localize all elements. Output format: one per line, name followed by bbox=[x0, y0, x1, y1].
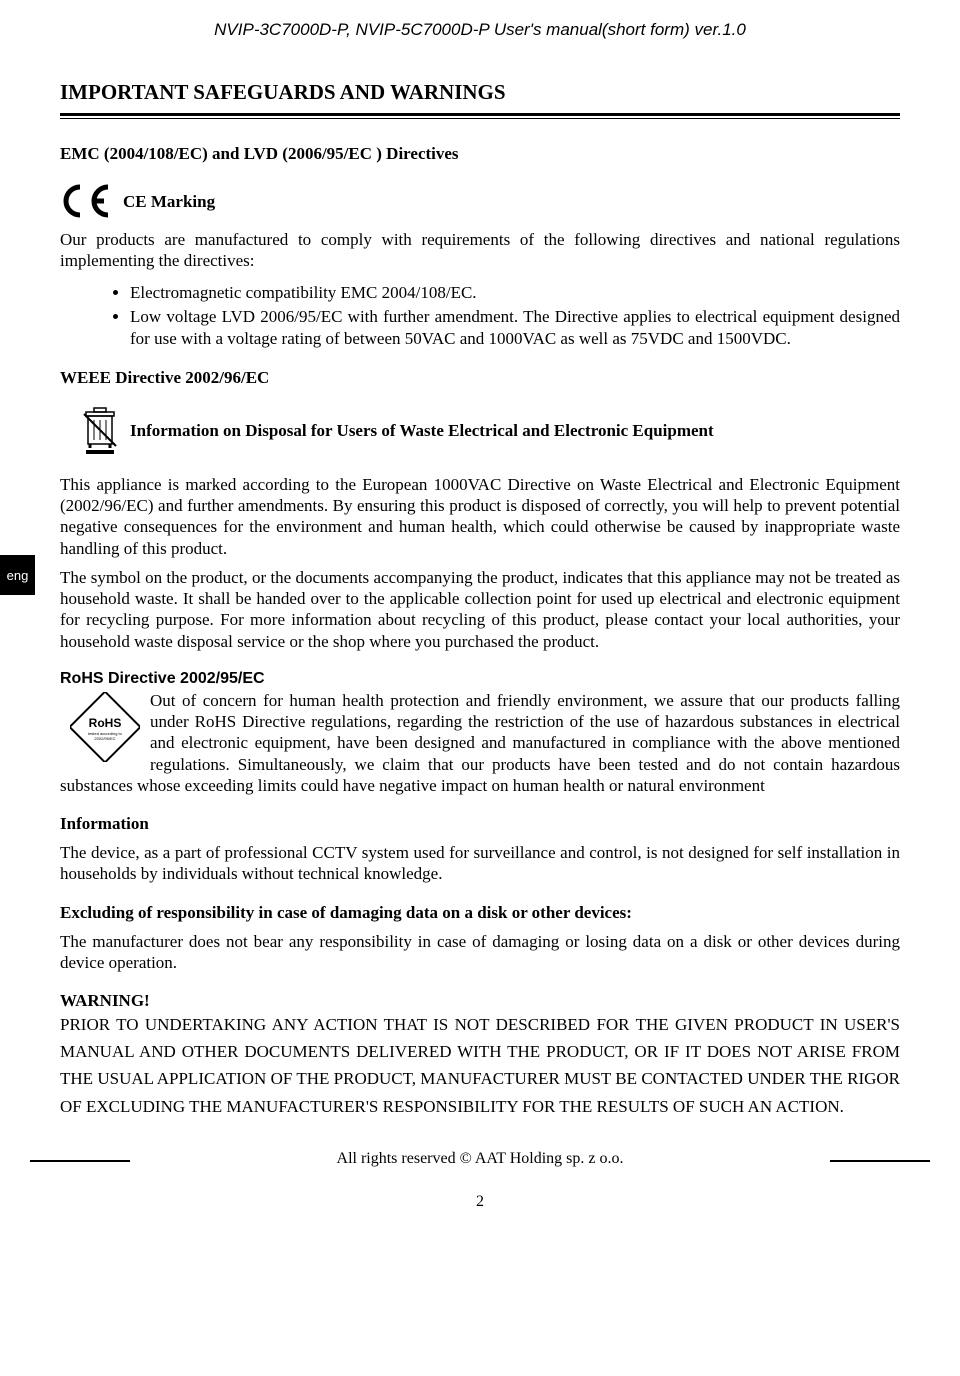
weee-heading: WEEE Directive 2002/96/EC bbox=[60, 368, 900, 388]
emc-bullets: Electromagnetic compatibility EMC 2004/1… bbox=[130, 282, 900, 350]
emc-bullet-1: Electromagnetic compatibility EMC 2004/1… bbox=[130, 282, 900, 304]
information-body: The device, as a part of professional CC… bbox=[60, 842, 900, 885]
footer: All rights reserved © AAT Holding sp. z … bbox=[60, 1150, 900, 1168]
weee-sub-label: Information on Disposal for Users of Was… bbox=[130, 421, 714, 441]
page-number: 2 bbox=[60, 1193, 900, 1211]
warning-body: PRIOR TO UNDERTAKING ANY ACTION THAT IS … bbox=[60, 1011, 900, 1120]
weee-icon-row: Information on Disposal for Users of Was… bbox=[80, 406, 900, 456]
ce-marking-row: CE Marking bbox=[60, 184, 900, 219]
rohs-icon: RoHS tested according to 2002/95/EC bbox=[70, 692, 140, 762]
weee-paragraph-1: This appliance is marked according to th… bbox=[60, 474, 900, 559]
excluding-body: The manufacturer does not bear any respo… bbox=[60, 931, 900, 974]
weee-bin-icon bbox=[80, 406, 120, 456]
emc-bullet-2: Low voltage LVD 2006/95/EC with further … bbox=[130, 306, 900, 350]
excluding-heading: Excluding of responsibility in case of d… bbox=[60, 903, 900, 923]
footer-rule-left bbox=[30, 1160, 130, 1162]
weee-paragraph-2: The symbol on the product, or the docume… bbox=[60, 567, 900, 652]
main-heading: IMPORTANT SAFEGUARDS AND WARNINGS bbox=[60, 80, 900, 105]
svg-text:RoHS: RoHS bbox=[89, 716, 122, 730]
footer-text: All rights reserved © AAT Holding sp. z … bbox=[337, 1150, 624, 1167]
rohs-block: RoHS tested according to 2002/95/EC Out … bbox=[60, 690, 900, 796]
ce-mark-icon bbox=[60, 184, 115, 219]
ce-label: CE Marking bbox=[123, 192, 215, 212]
heading-rule bbox=[60, 113, 900, 119]
emc-intro: Our products are manufactured to comply … bbox=[60, 229, 900, 272]
footer-rule-right bbox=[830, 1160, 930, 1162]
warning-heading: WARNING! bbox=[60, 991, 900, 1011]
rohs-heading: RoHS Directive 2002/95/EC bbox=[60, 670, 900, 688]
information-heading: Information bbox=[60, 814, 900, 834]
rohs-body: Out of concern for human health protecti… bbox=[60, 691, 900, 795]
emc-heading: EMC (2004/108/EC) and LVD (2006/95/EC ) … bbox=[60, 144, 900, 164]
running-header: NVIP-3C7000D-P, NVIP-5C7000D-P User's ma… bbox=[60, 20, 900, 40]
language-tab: eng bbox=[0, 555, 35, 595]
svg-text:2002/95/EC: 2002/95/EC bbox=[94, 736, 115, 741]
